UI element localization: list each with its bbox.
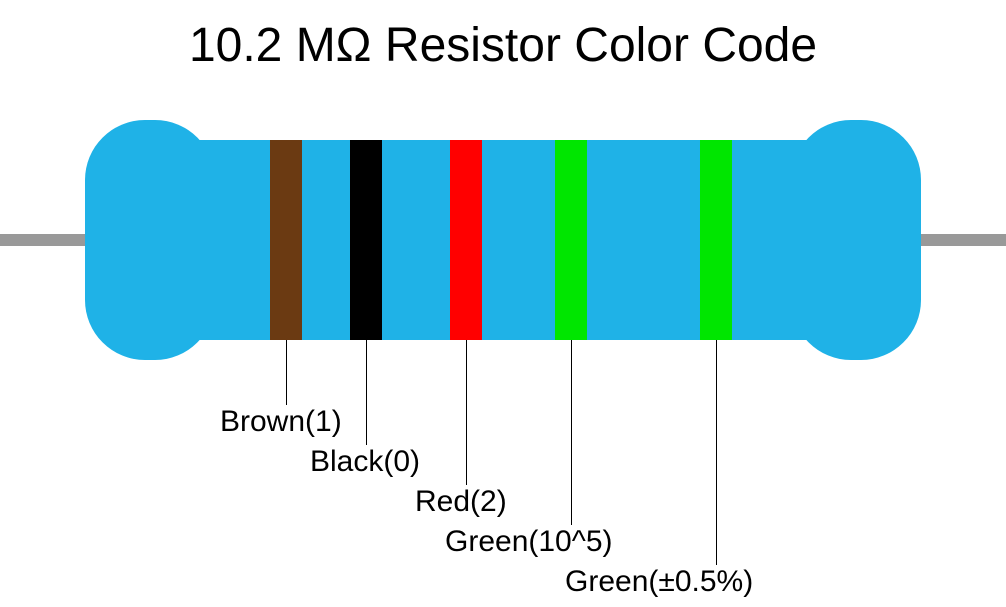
label-line-4: [571, 340, 572, 525]
color-band-5: [700, 140, 732, 340]
band-label-1: Brown(1): [220, 405, 342, 439]
band-label-4: Green(10^5): [445, 525, 613, 559]
band-label-3: Red(2): [415, 485, 507, 519]
color-band-4: [555, 140, 587, 340]
label-line-1: [286, 340, 287, 405]
label-line-3: [466, 340, 467, 485]
resistor-diagram: Brown(1) Black(0) Red(2) Green(10^5) Green(±…: [0, 0, 1006, 607]
band-label-5: Green(±0.5%): [565, 565, 753, 599]
band-label-2: Black(0): [310, 445, 420, 479]
color-band-3: [450, 140, 482, 340]
label-line-5: [716, 340, 717, 565]
color-band-2: [350, 140, 382, 340]
label-line-2: [366, 340, 367, 445]
color-band-1: [270, 140, 302, 340]
